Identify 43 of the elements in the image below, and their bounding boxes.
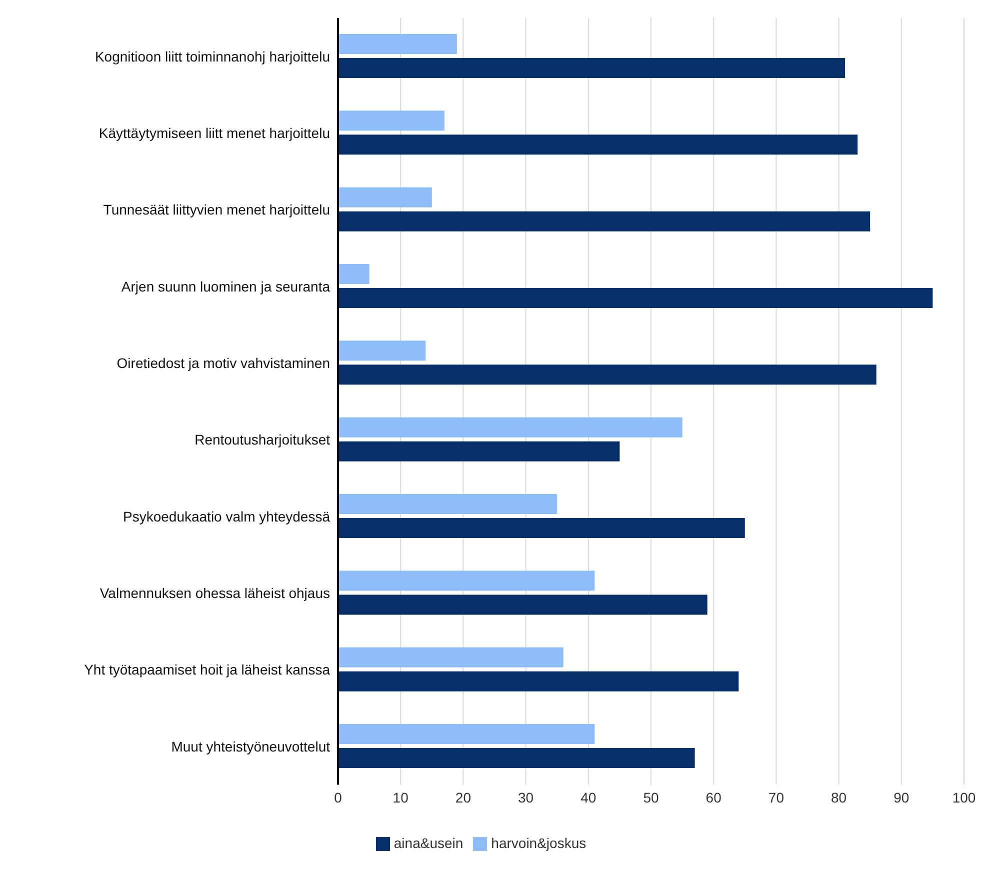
bar [338,647,564,668]
y-tick-label: Muut yhteistyöneuvottelut [171,738,330,754]
bar [338,264,370,284]
y-tick-label: Rentoutusharjoitukset [194,432,330,448]
legend-label: harvoin&joskus [491,834,586,851]
bar [338,671,739,692]
legend-label: aina&usein [394,834,464,851]
bar [338,58,846,78]
x-tick-label: 30 [518,790,534,806]
bar [338,417,682,438]
y-tick-label: Psykoedukaatio valm yhteydessä [123,508,330,524]
bar [338,288,933,308]
x-tick-label: 90 [894,790,910,806]
bar [338,594,708,615]
bar [338,134,858,155]
x-tick-label: 50 [643,790,659,806]
bar [338,211,870,232]
bar [338,748,695,768]
x-tick-label: 10 [392,790,409,806]
bar [338,364,876,385]
bar [338,441,620,462]
x-tick-label: 60 [706,790,722,806]
bar [338,518,745,538]
bar [338,340,426,361]
x-tick-label: 70 [768,790,784,806]
x-tick-label: 100 [952,790,976,806]
y-tick-label: Tunnesäät liittyvien menet harjoittelu [103,202,330,218]
y-tick-label: Käyttäytymiseen liitt menet harjoittelu [98,124,330,141]
bar [338,34,457,54]
x-tick-label: 80 [831,790,847,806]
x-tick-label: 40 [580,790,596,806]
y-tick-label: Yht työtapaamiset hoit ja läheist kanssa [84,662,330,678]
y-tick-label: Arjen suunn luominen ja seuranta [121,278,330,294]
bar [338,110,444,131]
x-tick-label: 20 [455,790,472,806]
bar [338,187,432,208]
bar [338,494,558,514]
y-tick-label: Oiretiedost ja motiv vahvistaminen [116,354,330,371]
x-tick-label: 0 [334,790,342,806]
y-tick-label: Valmennuksen ohessa läheist ohjaus [100,584,330,601]
bar [338,724,595,744]
y-tick-label: Kognitioon liitt toiminnanohj harjoittelu [94,48,330,64]
bar [338,570,595,591]
